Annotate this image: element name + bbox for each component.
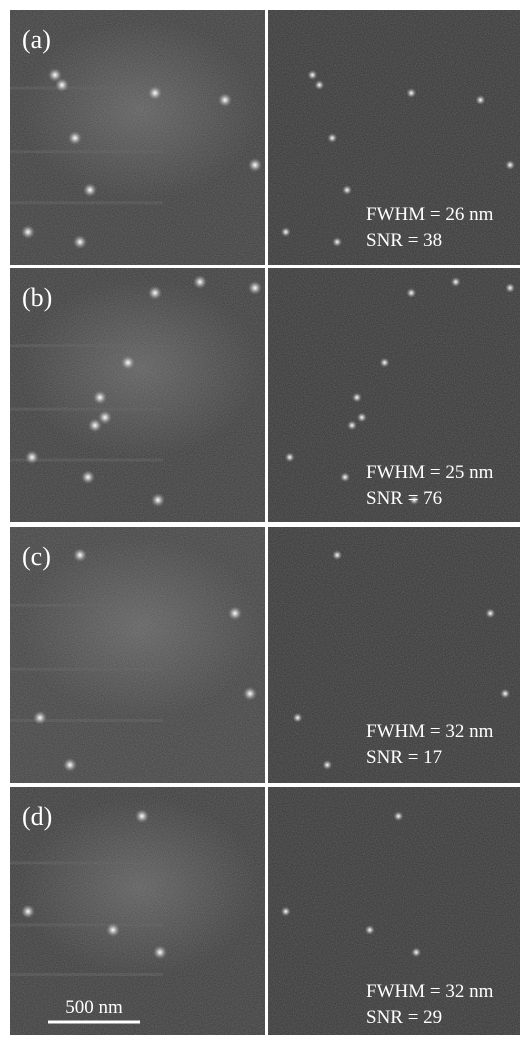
processed-image: [268, 527, 520, 783]
particle: [106, 923, 120, 937]
particle: [293, 713, 303, 723]
particle: [21, 904, 35, 918]
particle: [485, 608, 495, 618]
particle: [327, 133, 337, 143]
particle: [63, 758, 77, 772]
particle: [121, 356, 135, 370]
particle: [406, 288, 416, 298]
particle: [332, 550, 342, 560]
fwhm: FWHM = 32 nm: [366, 721, 494, 742]
panel-label: (b): [22, 283, 52, 312]
particle: [88, 418, 102, 432]
particle: [281, 906, 291, 916]
particle: [193, 275, 207, 289]
fwhm: FWHM = 26 nm: [366, 204, 494, 225]
particle: [285, 452, 295, 462]
particle: [228, 606, 242, 620]
particle: [68, 131, 82, 145]
particle: [352, 392, 362, 402]
snr: SNR = 29: [366, 1007, 442, 1028]
particle: [393, 811, 403, 821]
particle: [322, 760, 332, 770]
scale-bar-label: 500 nm: [65, 997, 123, 1018]
processed-image: [268, 10, 520, 265]
panel-label: (a): [22, 25, 51, 54]
particle: [148, 286, 162, 300]
noise: [268, 268, 520, 522]
particle: [307, 70, 317, 80]
particle: [380, 358, 390, 368]
particle: [81, 470, 95, 484]
particle: [25, 450, 39, 464]
snr: SNR = 38: [366, 230, 442, 251]
particle: [248, 158, 262, 172]
snr: SNR = 17: [366, 747, 442, 768]
particle: [218, 93, 232, 107]
particle: [332, 237, 342, 247]
particle: [73, 235, 87, 249]
panel-label: (c): [22, 542, 51, 571]
particle: [243, 687, 257, 701]
particle: [505, 283, 515, 293]
particle: [505, 160, 515, 170]
particle: [135, 809, 149, 823]
particle: [342, 185, 352, 195]
particle: [248, 281, 262, 295]
figure: (a) FWHM = 26 nm SNR = 38 (b) FWHM = 25 nm SN…: [0, 0, 522, 1038]
particle: [451, 277, 461, 287]
noise: [268, 527, 520, 783]
processed-image: [268, 268, 520, 522]
particle: [93, 390, 107, 404]
particle: [314, 80, 324, 90]
snr: SNR = 76: [366, 488, 442, 509]
particle: [340, 472, 350, 482]
particle: [281, 227, 291, 237]
particle: [500, 689, 510, 699]
noise: [268, 10, 520, 265]
particle: [365, 925, 375, 935]
fwhm: FWHM = 25 nm: [366, 462, 494, 483]
particle: [475, 95, 485, 105]
particle: [83, 183, 97, 197]
particle: [151, 493, 165, 507]
particle: [73, 548, 87, 562]
particle: [347, 420, 357, 430]
particle: [357, 412, 367, 422]
particle: [406, 88, 416, 98]
particle: [411, 947, 421, 957]
particle: [21, 225, 35, 239]
particle: [55, 78, 69, 92]
particle: [148, 86, 162, 100]
panel-label: (d): [22, 802, 52, 831]
fwhm: FWHM = 32 nm: [366, 981, 494, 1002]
particle: [33, 711, 47, 725]
particle: [153, 945, 167, 959]
